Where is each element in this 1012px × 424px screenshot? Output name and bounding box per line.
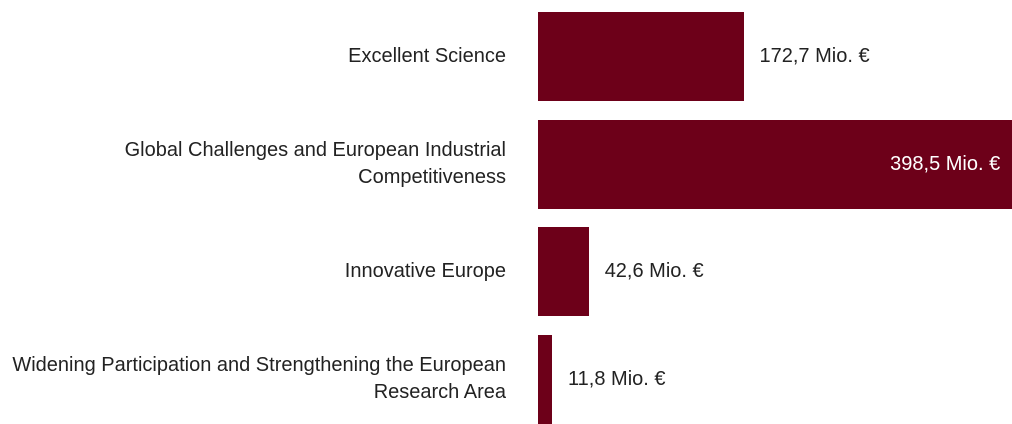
category-label: Widening Participation and Strengthening…: [12, 354, 506, 403]
bar: [538, 334, 553, 424]
value-label: 11,8 Mio. €: [568, 367, 666, 390]
bar: [538, 12, 744, 101]
value-label: 42,6 Mio. €: [604, 260, 704, 282]
value-label: 398,5 Mio. €: [890, 152, 1001, 175]
value-label: 172,7 Mio. €: [759, 45, 870, 67]
bar: [538, 119, 1012, 209]
bar: [538, 227, 589, 316]
category-label: Global Challenges and European Industria…: [124, 139, 506, 188]
category-label: Excellent Science: [348, 45, 506, 67]
category-label: Innovative Europe: [344, 260, 506, 282]
